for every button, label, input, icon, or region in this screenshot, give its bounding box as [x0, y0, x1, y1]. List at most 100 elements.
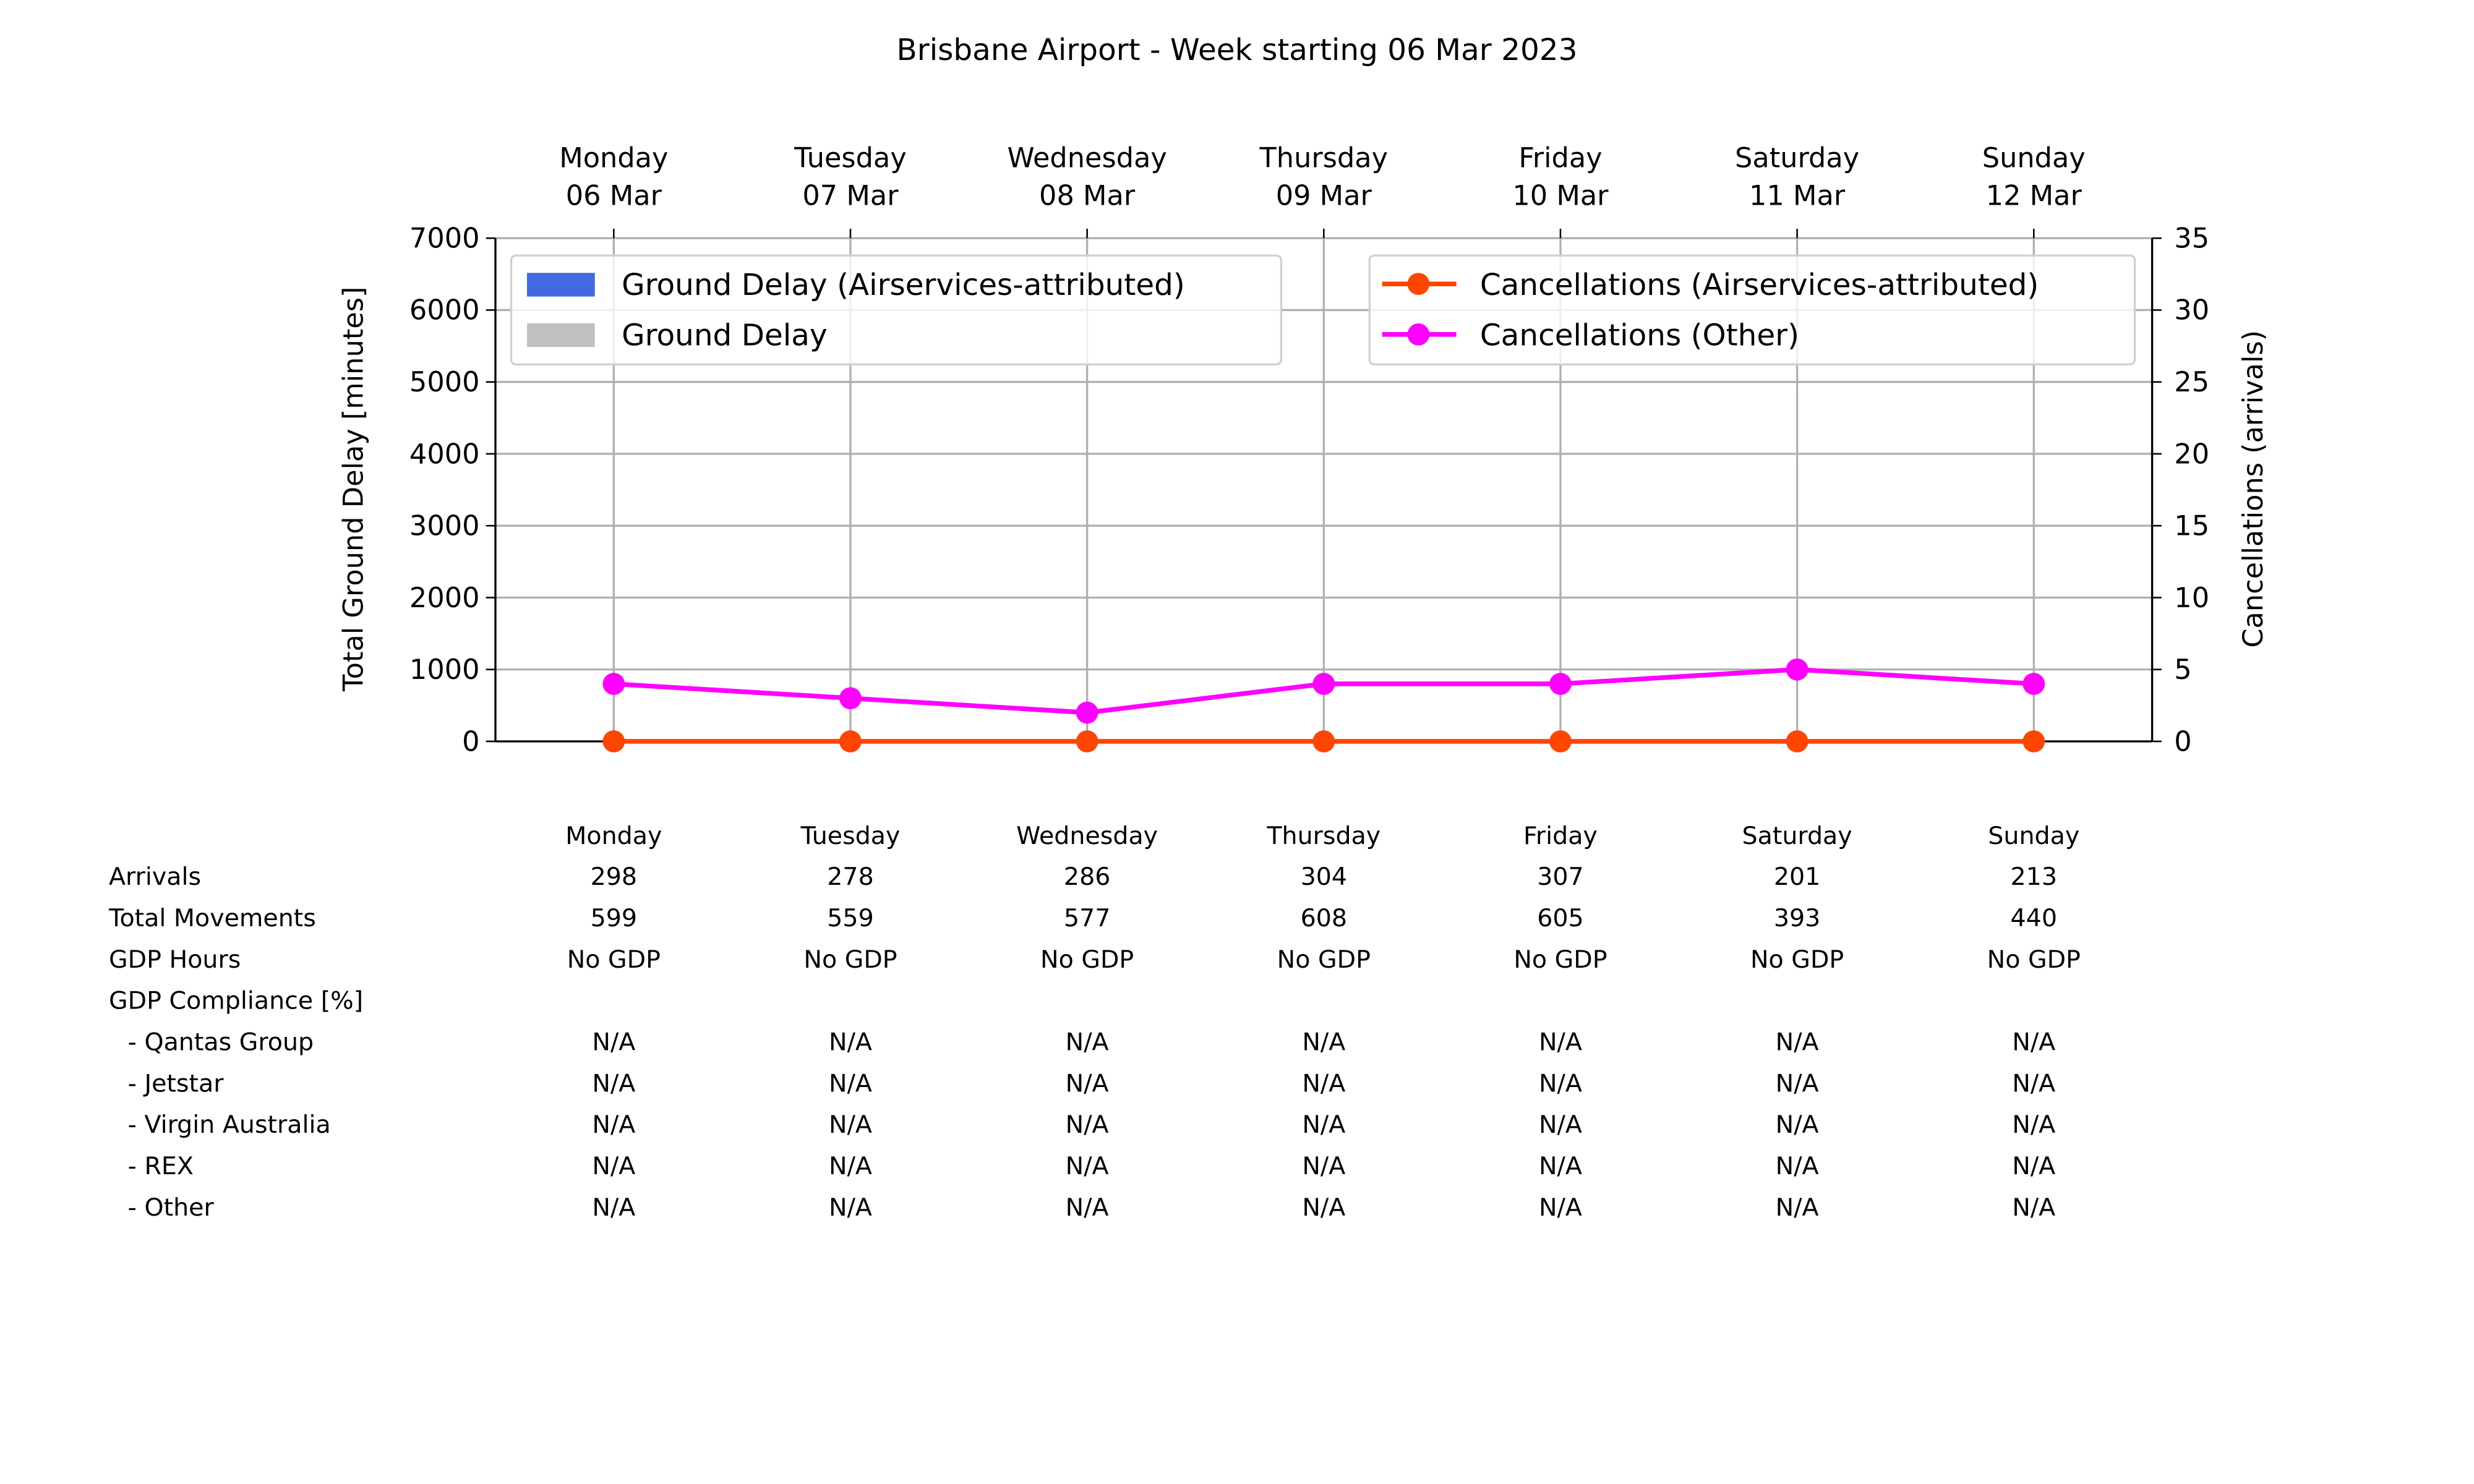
x-tick-label: Friday — [1518, 142, 1602, 174]
table-cell: N/A — [1302, 1111, 1345, 1139]
table-cell: N/A — [1776, 1069, 1819, 1098]
row-label: Total Movements — [108, 904, 316, 932]
y-tick-label: 3000 — [409, 510, 480, 542]
legend-label: Ground Delay — [622, 318, 828, 353]
table-cell: 605 — [1537, 904, 1583, 932]
row-label: - REX — [128, 1152, 194, 1180]
x-tick-label: Thursday — [1259, 142, 1389, 174]
table-cell: No GDP — [1750, 945, 1844, 974]
table-header: Tuesday — [800, 822, 901, 850]
table-cell: N/A — [829, 1193, 872, 1222]
table-cell: 298 — [591, 863, 637, 891]
table-header: Sunday — [1988, 822, 2079, 850]
table-cell: N/A — [1539, 1069, 1582, 1098]
legend-label: Cancellations (Other) — [1480, 318, 1799, 353]
table-cell: 577 — [1064, 904, 1110, 932]
marker — [602, 673, 625, 695]
table-cell: 304 — [1301, 863, 1347, 891]
table-cell: N/A — [592, 1152, 635, 1180]
row-label: - Other — [128, 1193, 215, 1222]
table-cell: 559 — [827, 904, 873, 932]
y-tick-label: 1000 — [409, 654, 480, 686]
table-cell: N/A — [1302, 1069, 1345, 1098]
y2-tick-label: 15 — [2174, 510, 2209, 542]
legend-label: Cancellations (Airservices-attributed) — [1480, 268, 2039, 302]
table-cell: 213 — [2011, 863, 2057, 891]
table-cell: N/A — [1302, 1193, 1345, 1222]
table-cell: N/A — [1539, 1028, 1582, 1056]
table-cell: No GDP — [567, 945, 661, 974]
table-cell: N/A — [829, 1152, 872, 1180]
y-tick-label: 4000 — [409, 438, 480, 470]
table-header: Thursday — [1266, 822, 1380, 850]
table-cell: N/A — [1066, 1152, 1109, 1180]
table-cell: N/A — [2012, 1028, 2055, 1056]
table-cell: N/A — [829, 1111, 872, 1139]
table-cell: N/A — [1302, 1028, 1345, 1056]
table-header: Wednesday — [1016, 822, 1158, 850]
y2-tick-label: 35 — [2174, 223, 2209, 255]
table-cell: N/A — [1302, 1152, 1345, 1180]
table-cell: 440 — [2011, 904, 2057, 932]
table-cell: N/A — [592, 1111, 635, 1139]
chart-title: Brisbane Airport - Week starting 06 Mar … — [897, 33, 1578, 67]
table-cell: No GDP — [803, 945, 897, 974]
row-label: Arrivals — [109, 863, 201, 891]
table-cell: N/A — [2012, 1111, 2055, 1139]
table-cell: N/A — [1066, 1069, 1109, 1098]
x-tick-label: 07 Mar — [802, 180, 899, 212]
row-label: GDP Hours — [109, 945, 241, 974]
marker — [1549, 673, 1572, 695]
y-tick-label: 5000 — [409, 366, 480, 398]
table-cell: N/A — [1776, 1111, 1819, 1139]
legend-marker — [1407, 273, 1430, 296]
table-cell: N/A — [1539, 1152, 1582, 1180]
table-cell: No GDP — [1040, 945, 1134, 974]
table-cell: 278 — [827, 863, 873, 891]
legend-box — [510, 254, 1283, 365]
table-cell: 201 — [1774, 863, 1820, 891]
marker — [1786, 658, 1808, 681]
table-cell: N/A — [2012, 1152, 2055, 1180]
y2-tick-label: 20 — [2174, 438, 2209, 470]
table-header: Friday — [1523, 822, 1598, 850]
x-tick-label: Wednesday — [1007, 142, 1166, 174]
legend-label: Ground Delay (Airservices-attributed) — [622, 268, 1185, 302]
y-tick-label: 0 — [462, 725, 479, 757]
x-tick-label: Saturday — [1735, 142, 1859, 174]
marker — [602, 730, 625, 753]
x-tick-label: 11 Mar — [1749, 180, 1846, 212]
marker — [1076, 730, 1098, 753]
table-cell: N/A — [592, 1069, 635, 1098]
x-tick-label: 08 Mar — [1039, 180, 1136, 212]
row-label: - Jetstar — [128, 1069, 225, 1098]
table-cell: No GDP — [1513, 945, 1607, 974]
table-cell: N/A — [1776, 1028, 1819, 1056]
x-tick-label: 09 Mar — [1276, 180, 1372, 212]
x-tick-label: 06 Mar — [566, 180, 662, 212]
marker — [2022, 730, 2045, 753]
row-label: GDP Compliance [%] — [109, 987, 363, 1015]
y2-tick-label: 10 — [2174, 582, 2209, 614]
table-cell: No GDP — [1277, 945, 1371, 974]
x-tick-label: 12 Mar — [1986, 180, 2082, 212]
table-cell: N/A — [1776, 1152, 1819, 1180]
y2-tick-label: 25 — [2174, 366, 2209, 398]
y-tick-label: 6000 — [409, 294, 480, 326]
y-tick-label: 7000 — [409, 223, 480, 255]
table-cell: N/A — [2012, 1069, 2055, 1098]
legend-marker — [1407, 323, 1430, 346]
marker — [1786, 730, 1808, 753]
table-cell: N/A — [1066, 1193, 1109, 1222]
row-label: - Qantas Group — [128, 1028, 314, 1056]
y2-tick-label: 0 — [2174, 725, 2191, 757]
marker — [1076, 701, 1098, 724]
table-cell: N/A — [592, 1193, 635, 1222]
marker — [1312, 730, 1335, 753]
x-tick-label: Monday — [559, 142, 668, 174]
table-cell: 599 — [591, 904, 637, 932]
table-header: Saturday — [1742, 822, 1852, 850]
marker — [2022, 673, 2045, 695]
table-cell: N/A — [1539, 1111, 1582, 1139]
